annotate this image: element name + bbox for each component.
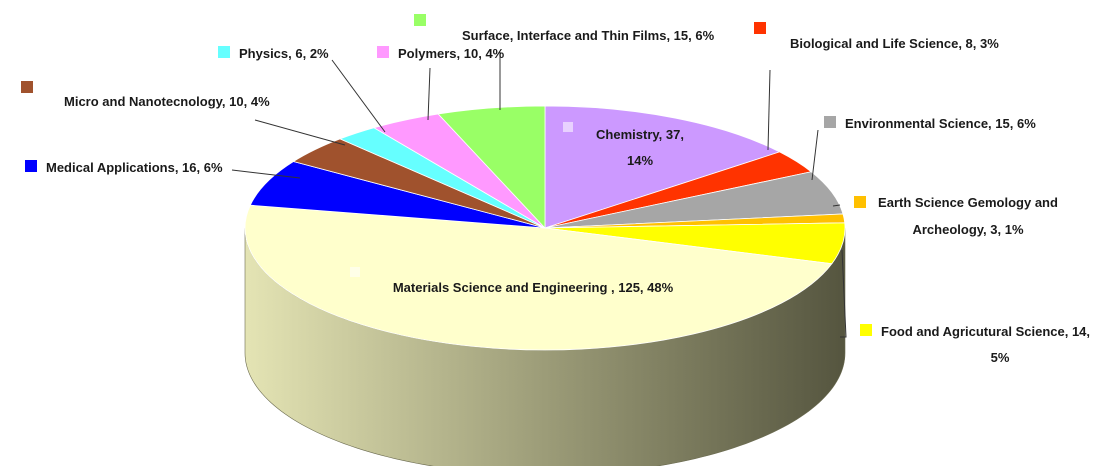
leader-line-medical-applications <box>231 169 301 179</box>
data-label-environmental-science: Environmental Science, 15, 6% <box>845 116 1036 131</box>
label-marker-physics <box>218 46 230 58</box>
leader-line-polymers <box>427 67 431 121</box>
data-label-polymers: Polymers, 10, 4% <box>398 46 505 61</box>
leader-line-environmental-science <box>811 129 819 181</box>
label-marker-chemistry <box>563 122 573 132</box>
data-label-materials-science-and-engineering: Materials Science and Engineering , 125,… <box>393 280 674 295</box>
data-label-food-and-agricutural-science-line-1: Food and Agricutural Science, 14, <box>881 324 1090 339</box>
data-label-medical-applications: Medical Applications, 16, 6% <box>46 160 223 175</box>
data-label-earth-science-gemology-and-archeology-line-2: Archeology, 3, 1% <box>912 222 1023 237</box>
label-color-markers <box>21 14 872 336</box>
pie-slice-surface-interface-and-thin-films <box>437 105 546 230</box>
leader-line-physics <box>331 59 386 133</box>
label-marker-food-and-agricutural-science <box>860 324 872 336</box>
pie-slice-medical-applications <box>249 161 546 229</box>
data-label-chemistry-line-1: Chemistry, 37, <box>596 127 684 142</box>
label-marker-surface-interface-and-thin-films <box>414 14 426 26</box>
data-label-chemistry-line-2: 14% <box>627 153 653 168</box>
leader-line-food-and-agricutural-science <box>840 249 847 338</box>
leader-line-earth-science-gemology-and-archeology <box>832 204 841 207</box>
label-marker-medical-applications <box>25 160 37 172</box>
data-label-biological-and-life-science: Biological and Life Science, 8, 3% <box>790 36 999 51</box>
data-label-food-and-agricutural-science-line-2: 5% <box>991 350 1010 365</box>
data-label-micro-and-nanotecnology: Micro and Nanotecnology, 10, 4% <box>64 94 270 109</box>
label-marker-micro-and-nanotecnology <box>21 81 33 93</box>
leader-line-biological-and-life-science <box>767 69 771 151</box>
leader-lines <box>231 52 847 338</box>
pie-slice-chemistry <box>544 105 781 229</box>
label-marker-materials-science-and-engineering <box>350 267 360 277</box>
label-marker-environmental-science <box>824 116 836 128</box>
leader-line-micro-and-nanotecnology <box>254 119 346 146</box>
label-marker-earth-science-gemology-and-archeology <box>854 196 866 208</box>
label-marker-polymers <box>377 46 389 58</box>
pie-slice-materials-science-and-engineering <box>244 204 833 351</box>
data-label-surface-interface-and-thin-films: Surface, Interface and Thin Films, 15, 6… <box>462 28 715 43</box>
label-marker-biological-and-life-science <box>754 22 766 34</box>
pie-slices <box>244 105 846 351</box>
data-labels: Chemistry, 37, 14% Biological and Life Sci… <box>46 28 1090 365</box>
data-label-earth-science-gemology-and-archeology-line-1: Earth Science Gemology and <box>878 195 1058 210</box>
data-label-physics: Physics, 6, 2% <box>239 46 329 61</box>
